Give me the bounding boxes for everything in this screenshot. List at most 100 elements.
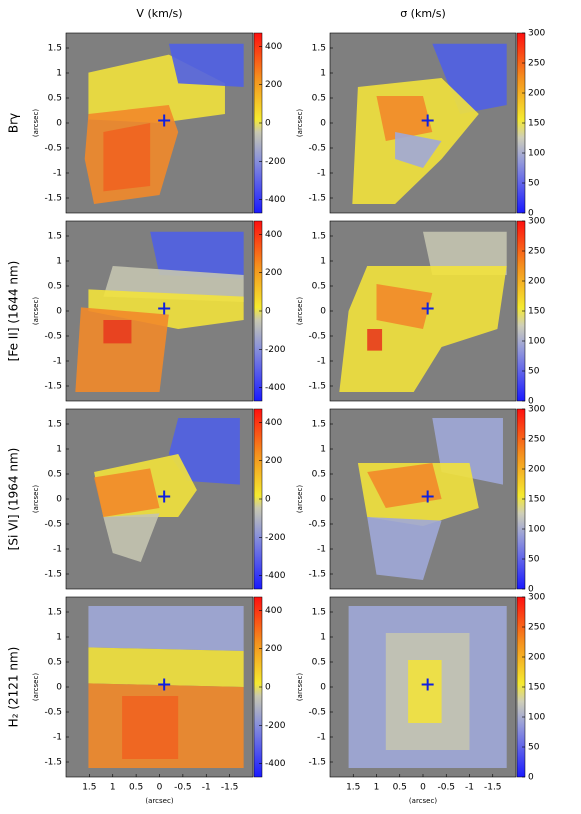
- colorbar-tick-label: 250: [528, 59, 545, 69]
- y-tick-label: -0.5: [44, 520, 62, 530]
- map-region: [408, 660, 442, 723]
- x-axis-label: (arcsec): [145, 797, 173, 805]
- map-region: [88, 647, 244, 687]
- x-tick-label: 0.5: [393, 783, 407, 793]
- colorbar-tick-label: 150: [528, 119, 545, 129]
- y-axis-label: (arcsec): [296, 109, 304, 137]
- colorbar-tick-label: 300: [528, 29, 545, 39]
- colorbar-tick-label: 0: [265, 307, 271, 317]
- colorbar-tick-label: 150: [528, 683, 545, 693]
- map-region: [423, 231, 507, 275]
- y-tick-label: -1.5: [308, 758, 326, 768]
- y-axis-label: (arcsec): [32, 485, 40, 513]
- y-tick-label: 0.5: [48, 658, 62, 668]
- colorbar-tick-label: -200: [265, 721, 286, 731]
- colorbar-tick-label: 0: [265, 495, 271, 505]
- colorbar-tick-label: 0: [528, 209, 534, 219]
- x-tick-label: -1.5: [221, 783, 239, 793]
- y-tick-label: 0.5: [312, 470, 326, 480]
- colorbar-tick-label: 100: [528, 525, 545, 535]
- map-region: [150, 231, 244, 279]
- colorbar-tick-label: 250: [528, 623, 545, 633]
- x-tick-label: 1.5: [346, 783, 360, 793]
- y-tick-label: -0.5: [44, 708, 62, 718]
- colorbar-tick-label: -400: [265, 383, 286, 393]
- colorbar-tick-label: 250: [528, 247, 545, 257]
- x-tick-label: 1: [374, 783, 380, 793]
- y-axis-label: (arcsec): [32, 673, 40, 701]
- y-axis-label: (arcsec): [296, 297, 304, 325]
- map-region: [376, 96, 433, 141]
- colorbar-tick-label: 200: [528, 653, 545, 663]
- colorbar-tick-label: 200: [265, 80, 282, 90]
- y-tick-label: 1.5: [312, 420, 326, 430]
- column-title: V (km/s): [136, 7, 182, 20]
- y-tick-label: -1.5: [308, 570, 326, 580]
- y-tick-label: 1.5: [48, 608, 62, 618]
- x-tick-label: 0: [420, 783, 426, 793]
- colorbar-tick-label: 0: [265, 119, 271, 129]
- map-region: [367, 329, 383, 351]
- colorbar-tick-label: 100: [528, 149, 545, 159]
- y-tick-label: 1: [320, 257, 326, 267]
- y-tick-label: -1.5: [44, 382, 62, 392]
- colorbar-tick-label: 50: [528, 179, 540, 189]
- y-tick-label: -0.5: [308, 332, 326, 342]
- y-tick-label: 0: [320, 119, 326, 129]
- y-tick-label: 1: [320, 69, 326, 79]
- map-region: [168, 418, 240, 485]
- x-tick-label: -0.5: [174, 783, 192, 793]
- colorbar-tick-label: 300: [528, 405, 545, 415]
- y-tick-label: 1: [56, 257, 62, 267]
- map-region: [395, 132, 442, 168]
- colorbar-tick-label: 200: [265, 456, 282, 466]
- colorbar-tick-label: 200: [265, 268, 282, 278]
- y-tick-label: 0.5: [48, 470, 62, 480]
- map-region: [103, 123, 151, 192]
- colorbar-tick-label: 400: [265, 42, 282, 52]
- y-tick-label: -1: [53, 169, 62, 179]
- colorbar-tick-label: 100: [528, 337, 545, 347]
- y-tick-label: 1.5: [312, 232, 326, 242]
- y-tick-label: 1.5: [312, 608, 326, 618]
- colorbar-tick-label: 0: [528, 585, 534, 595]
- row-label: H₂ (2121 nm): [7, 647, 21, 728]
- y-tick-label: 1.5: [48, 420, 62, 430]
- colorbar-tick-label: 200: [265, 644, 282, 654]
- x-tick-label: -1.5: [484, 783, 502, 793]
- map-region: [432, 43, 507, 114]
- y-tick-label: -0.5: [308, 708, 326, 718]
- colorbar-tick-label: 200: [528, 89, 545, 99]
- x-tick-label: 0: [157, 783, 163, 793]
- y-tick-label: -1: [317, 733, 326, 743]
- y-tick-label: 0: [320, 683, 326, 693]
- colorbar-tick-label: -400: [265, 195, 286, 205]
- y-axis-label: (arcsec): [32, 297, 40, 325]
- map-region: [122, 696, 179, 759]
- y-tick-label: 0.5: [312, 658, 326, 668]
- y-tick-label: 0.5: [312, 94, 326, 104]
- colorbar-tick-label: 0: [528, 397, 534, 407]
- colorbar-tick-label: -200: [265, 157, 286, 167]
- y-tick-label: 0: [56, 683, 62, 693]
- x-tick-label: -1: [465, 783, 474, 793]
- y-tick-label: -1: [53, 357, 62, 367]
- y-tick-label: -1: [53, 545, 62, 555]
- y-tick-label: 0.5: [48, 282, 62, 292]
- y-tick-label: -1.5: [44, 758, 62, 768]
- y-tick-label: -1.5: [44, 570, 62, 580]
- y-tick-label: -1: [317, 357, 326, 367]
- y-tick-label: 1: [56, 69, 62, 79]
- x-tick-label: -0.5: [437, 783, 455, 793]
- colorbar-tick-label: 300: [528, 217, 545, 227]
- y-tick-label: 0: [320, 495, 326, 505]
- y-tick-label: 0: [56, 119, 62, 129]
- x-axis-label: (arcsec): [409, 797, 437, 805]
- y-tick-label: 0: [56, 307, 62, 317]
- y-tick-label: -1: [317, 169, 326, 179]
- y-tick-label: 0.5: [48, 94, 62, 104]
- column-title: σ (km/s): [400, 7, 446, 20]
- x-tick-label: -1: [202, 783, 211, 793]
- y-tick-label: 1.5: [312, 44, 326, 54]
